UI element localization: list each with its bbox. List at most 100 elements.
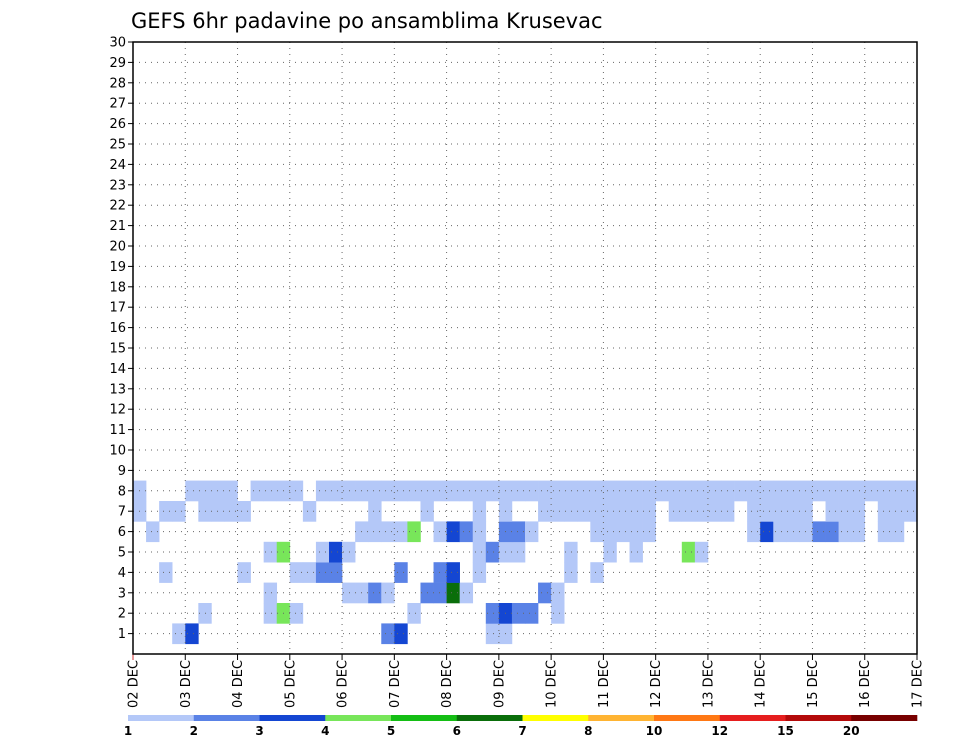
heatmap-cell xyxy=(211,480,225,502)
heatmap-cell xyxy=(315,562,330,583)
heatmap-cell xyxy=(511,480,526,502)
heatmap-cell xyxy=(446,480,460,502)
heatmap-cell xyxy=(459,582,474,604)
heatmap-cell xyxy=(511,603,526,624)
heatmap-cell xyxy=(551,501,565,522)
heatmap-cell xyxy=(302,501,317,522)
heatmap-cell xyxy=(760,501,774,522)
heatmap-cell xyxy=(603,521,617,543)
color-scale-swatch xyxy=(851,715,918,721)
heatmap-cell xyxy=(551,603,565,624)
y-tick-label: 25 xyxy=(109,138,126,153)
y-tick-label: 23 xyxy=(109,178,126,193)
heatmap-cell xyxy=(446,521,460,543)
heatmap-cell xyxy=(851,521,866,543)
y-tick-label: 13 xyxy=(109,382,126,397)
heatmap-cell xyxy=(603,541,617,563)
color-scale-label: 2 xyxy=(190,724,198,738)
heatmap-cell xyxy=(525,521,539,543)
heatmap-cell xyxy=(433,480,447,502)
heatmap-cell xyxy=(760,521,774,543)
heatmap-cell xyxy=(747,501,761,522)
heatmap-cell xyxy=(329,480,343,502)
y-tick-label: 6 xyxy=(118,525,126,540)
heatmap-cell xyxy=(407,480,421,502)
heatmap-cell xyxy=(564,480,578,502)
heatmap-cell xyxy=(838,480,852,502)
x-axis-ticks: 02 DEC 03 DEC 04 DEC 05 DEC 06 DEC 07 DEC 08 D… xyxy=(127,654,926,708)
color-scale-swatch xyxy=(193,715,260,721)
heatmap-cell xyxy=(342,480,356,502)
heatmap-cell xyxy=(407,521,421,543)
heatmap-cell xyxy=(681,501,696,522)
heatmap-cell xyxy=(694,480,709,502)
heatmap-cell xyxy=(903,501,918,522)
heatmap-cell xyxy=(394,521,408,543)
heatmap-cell xyxy=(773,501,787,522)
heatmap-cell xyxy=(459,521,474,543)
color-scale-label: 12 xyxy=(711,724,728,738)
heatmap-cell xyxy=(472,541,487,563)
heatmap-cell xyxy=(368,501,382,522)
heatmap-cell xyxy=(734,480,748,502)
heatmap-cell xyxy=(289,562,304,583)
x-tick-label: 12 DEC xyxy=(649,660,664,708)
heatmap-cell xyxy=(433,521,447,543)
heatmap-cell xyxy=(368,521,382,543)
heatmap-cell xyxy=(263,480,278,502)
heatmap-cell xyxy=(747,480,761,502)
heatmap-cell xyxy=(799,501,813,522)
heatmap-cell xyxy=(681,541,696,563)
heatmap-cell xyxy=(603,501,617,522)
heatmap-cell xyxy=(812,521,826,543)
heatmap-cell xyxy=(590,562,604,583)
y-tick-label: 15 xyxy=(109,342,126,357)
y-tick-label: 22 xyxy=(109,199,126,214)
heatmap-cell xyxy=(877,501,892,522)
plot-frame xyxy=(132,41,918,655)
heatmap-cell xyxy=(472,521,487,543)
y-tick-label: 27 xyxy=(109,97,126,112)
heatmap-cell xyxy=(616,501,630,522)
heatmap-cell xyxy=(590,480,604,502)
color-scale-label: 5 xyxy=(387,724,395,738)
heatmap-cell xyxy=(903,480,918,502)
heatmap-cell xyxy=(394,623,408,645)
heatmap-cell xyxy=(812,480,826,502)
y-tick-label: 4 xyxy=(118,566,126,581)
heatmap-cell xyxy=(511,521,526,543)
heatmap-cell xyxy=(890,480,905,502)
heatmap-cell xyxy=(485,541,500,563)
x-tick-label: 05 DEC xyxy=(283,660,298,708)
heatmap-cell xyxy=(616,480,630,502)
heatmap-cell xyxy=(394,562,408,583)
heatmap-cell xyxy=(446,582,460,604)
x-tick-label: 13 DEC xyxy=(701,660,716,708)
heatmap-cell xyxy=(263,582,278,604)
heatmap-cell xyxy=(877,521,892,543)
color-scale-label: 6 xyxy=(453,724,461,738)
color-scale-swatch xyxy=(522,715,589,721)
heatmap-cell xyxy=(472,501,487,522)
heatmap-cell xyxy=(159,562,173,583)
color-scale-label: 1 xyxy=(124,724,132,738)
color-scale-swatch xyxy=(588,715,655,721)
color-scale-label: 7 xyxy=(518,724,526,738)
heatmap-cell xyxy=(525,603,539,624)
heatmap-cell xyxy=(551,582,565,604)
heatmap-cell xyxy=(799,480,813,502)
y-axis-ticks: 1234567891011121314151617181920212223242… xyxy=(109,36,133,642)
heatmap-cell xyxy=(381,480,395,502)
heatmap-cell xyxy=(315,480,330,502)
color-scale-swatch xyxy=(785,715,852,721)
color-scale-legend: 1 2 3 4 5 6 7 8 10 12 15 20 xyxy=(124,715,918,738)
heatmap-cells xyxy=(133,480,918,645)
heatmap-cell xyxy=(825,501,839,522)
y-tick-label: 28 xyxy=(109,76,126,91)
y-tick-label: 29 xyxy=(109,56,126,71)
heatmap-cell xyxy=(485,623,500,645)
heatmap-cell xyxy=(237,501,251,522)
x-tick-label: 03 DEC xyxy=(179,660,194,708)
y-tick-label: 7 xyxy=(118,505,126,520)
